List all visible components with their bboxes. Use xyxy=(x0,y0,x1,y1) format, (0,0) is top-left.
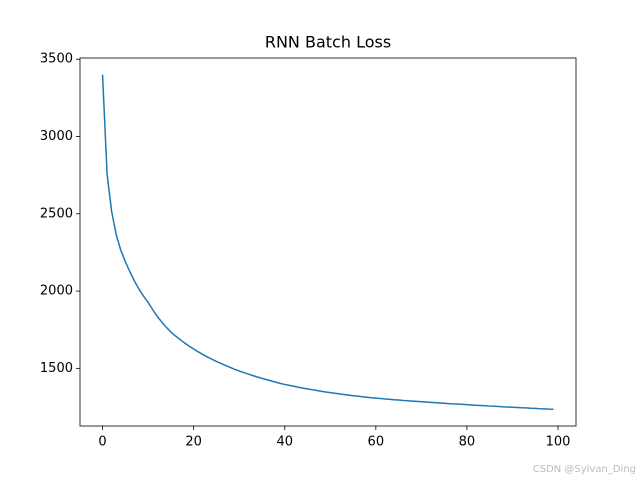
x-tick-label: 80 xyxy=(459,435,476,450)
y-tick-label: 3500 xyxy=(40,52,73,67)
y-tick-label: 2500 xyxy=(40,206,73,221)
x-tick-label: 20 xyxy=(185,435,202,450)
watermark: CSDN @Sylvan_Ding xyxy=(533,464,636,475)
y-tick-label: 1500 xyxy=(40,361,73,376)
line xyxy=(101,74,554,411)
plot-frame xyxy=(79,57,577,427)
x-tick-label: 100 xyxy=(546,435,571,450)
x-tick-label: 40 xyxy=(276,435,293,450)
y-tick-label: 3000 xyxy=(40,129,73,144)
x-tick-label: 60 xyxy=(368,435,385,450)
x-tick-label: 0 xyxy=(98,435,106,450)
y-tick-label: 2000 xyxy=(40,284,73,299)
chart-title: RNN Batch Loss xyxy=(265,33,391,52)
